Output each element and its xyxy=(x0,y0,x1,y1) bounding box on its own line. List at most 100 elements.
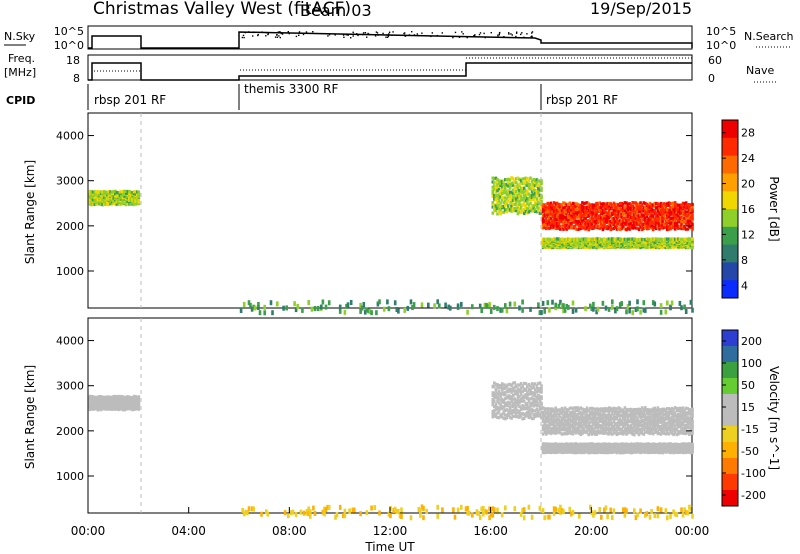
heatmap-cell-894 xyxy=(581,420,584,424)
heatmap-cell-1049 xyxy=(604,407,608,411)
heatmap-cell-1825 xyxy=(576,241,579,245)
heatmap-cell-327 xyxy=(491,185,495,189)
noise-dot-82 xyxy=(342,34,345,36)
heatmap-cell-793 xyxy=(565,217,568,221)
heatmap-cell-33 xyxy=(93,198,97,202)
heatmap-cell-1013 xyxy=(600,424,603,428)
heatmap-cell-503 xyxy=(519,198,523,202)
heatmap-cell-485 xyxy=(516,396,520,400)
heatmap-cell-971 xyxy=(593,225,597,229)
heatmap-cell-1321 xyxy=(648,224,652,228)
heatmap-cell-698 xyxy=(549,410,553,414)
heatmap-cell-1226 xyxy=(633,416,636,420)
heatmap-cell-279 xyxy=(131,190,134,195)
heatmap-cell-1159 xyxy=(622,408,625,412)
heatmap-cell-925 xyxy=(585,213,589,217)
heatmap-cell-2149 xyxy=(626,237,630,241)
heatmap-cell-1128 xyxy=(617,410,620,414)
noise-dot-105 xyxy=(276,36,279,38)
heatmap-cell-1492 xyxy=(675,221,679,225)
heatmap-cell-1397 xyxy=(659,208,663,212)
heatmap-cell-1449 xyxy=(667,201,671,205)
heatmap-cell-1541 xyxy=(683,429,686,433)
heatmap-cell-1021 xyxy=(601,224,605,228)
heatmap-cell-865 xyxy=(576,417,579,421)
heatmap-cell-697 xyxy=(549,207,553,211)
heatmap-cell-1087 xyxy=(611,207,614,211)
heatmap-cell-2169 xyxy=(629,237,633,241)
heatmap-cell-1410 xyxy=(662,431,666,435)
heatmap-cell-2179 xyxy=(631,237,634,241)
heatmap-cell-760 xyxy=(560,432,564,436)
heatmap-cell-1530 xyxy=(681,226,685,231)
noise-dot-117 xyxy=(261,31,263,33)
heatmap-cell-1199 xyxy=(628,407,631,412)
heatmap-cell-1859 xyxy=(581,442,584,446)
heatmap-cell-1126 xyxy=(617,414,620,418)
heatmap-cell-2249 xyxy=(642,237,646,241)
heatmap-cell-465 xyxy=(513,192,517,196)
heatmap-cell-909 xyxy=(582,202,586,206)
heatmap-cell-465 xyxy=(513,397,517,401)
heatmap-cell-2644 xyxy=(505,308,509,314)
heatmap-cell-1229 xyxy=(633,201,636,205)
heatmap-cell-390 xyxy=(502,416,506,420)
heatmap-cell-2582 xyxy=(310,306,314,312)
heatmap-cell-1373 xyxy=(656,423,660,427)
heatmap-cell-1405 xyxy=(661,213,664,217)
heatmap-cell-2089 xyxy=(617,237,620,241)
heatmap-cell-1327 xyxy=(648,411,652,415)
heatmap-cell-135 xyxy=(109,401,112,405)
heatmap-cell-1504 xyxy=(677,422,680,426)
heatmap-cell-1391 xyxy=(659,428,663,432)
heatmap-cell-2489 xyxy=(680,237,683,241)
noise-dot-104 xyxy=(531,32,533,34)
cpid-label: CPID xyxy=(6,94,35,107)
heatmap-cell-2607 xyxy=(378,299,381,305)
heatmap-cell-871 xyxy=(578,428,581,432)
heatmap-cell-771 xyxy=(562,223,565,227)
heatmap-cell-81 xyxy=(101,201,104,205)
heatmap-cell-1699 xyxy=(555,237,559,241)
heatmap-cell-1225 xyxy=(633,213,636,217)
heatmap-cell-842 xyxy=(573,426,576,430)
heatmap-cell-971 xyxy=(593,430,597,434)
heatmap-cell-1414 xyxy=(662,421,666,425)
heatmap-cell-879 xyxy=(578,407,581,411)
ytick-label-2: 3000 xyxy=(56,175,84,188)
heatmap-cell-247 xyxy=(126,398,130,402)
heatmap-cell-751 xyxy=(559,427,562,431)
heatmap-cell-934 xyxy=(587,214,590,218)
heatmap-cell-928 xyxy=(585,409,589,413)
heatmap-cell-904 xyxy=(582,215,586,219)
heatmap-cell-1201 xyxy=(629,224,633,228)
heatmap-cell-1316 xyxy=(647,415,650,419)
heatmap-cell-271 xyxy=(131,201,134,205)
heatmap-cell-1219 xyxy=(631,408,634,412)
heatmap-cell-1679 xyxy=(552,442,556,447)
heatmap-cell-1111 xyxy=(615,429,619,433)
heatmap-cell-1739 xyxy=(562,237,565,241)
heatmap-cell-2459 xyxy=(675,237,679,241)
heatmap-cell-1339 xyxy=(650,203,653,207)
heatmap-cell-739 xyxy=(555,408,559,412)
heatmap-cell-2641 xyxy=(499,307,502,313)
heatmap-cell-1203 xyxy=(629,424,633,428)
heatmap-cell-1230 xyxy=(634,226,638,230)
heatmap-cell-1171 xyxy=(625,428,628,432)
heatmap-cell-1390 xyxy=(659,225,663,229)
noise-dot-22 xyxy=(376,32,379,34)
heatmap-cell-1749 xyxy=(563,238,567,242)
heatmap-cell-131 xyxy=(109,406,112,410)
heatmap-cell-1599 xyxy=(691,407,694,411)
heatmap-cell-371 xyxy=(499,413,502,417)
heatmap-cell-1265 xyxy=(639,419,642,423)
heatmap-cell-779 xyxy=(562,408,565,412)
heatmap-cell-428 xyxy=(507,388,510,392)
heatmap-cell-1849 xyxy=(579,442,583,446)
heatmap-cell-1499 xyxy=(675,203,679,207)
heatmap-cell-1089 xyxy=(611,203,614,207)
power-colorbar-swatch-4 xyxy=(722,191,738,210)
heatmap-cell-342 xyxy=(494,407,498,411)
